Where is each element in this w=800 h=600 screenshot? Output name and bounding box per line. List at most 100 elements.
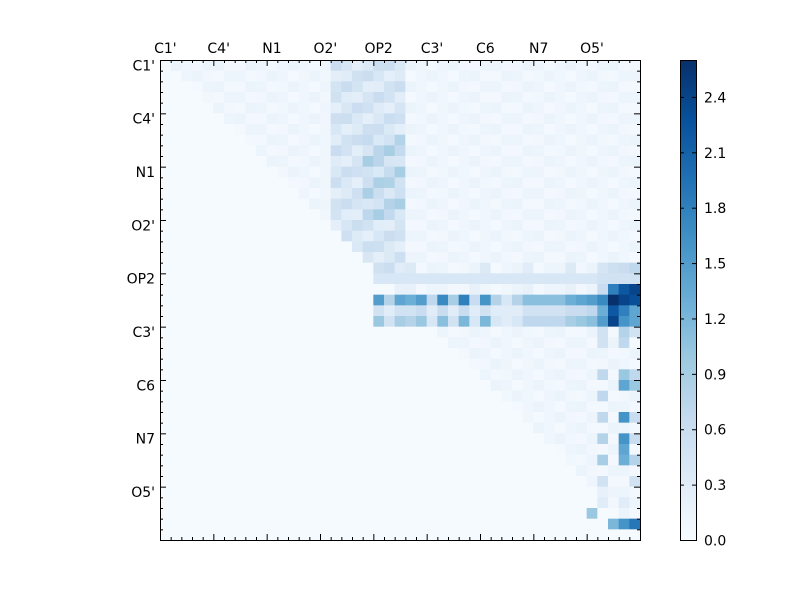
heatmap-cell — [362, 316, 374, 328]
heatmap-cell — [202, 145, 214, 157]
heatmap-cell — [448, 134, 460, 146]
heatmap-cell — [522, 369, 534, 381]
heatmap-cell — [245, 145, 257, 157]
heatmap-cell — [608, 70, 620, 82]
heatmap-cell — [384, 198, 396, 210]
heatmap-cell — [629, 348, 641, 360]
heatmap-cell — [597, 166, 609, 178]
heatmap-cell — [192, 369, 204, 381]
heatmap-cell — [245, 433, 257, 445]
heatmap-cell — [256, 518, 268, 530]
heatmap-cell — [501, 380, 513, 392]
heatmap-cell — [245, 166, 257, 178]
heatmap-cell — [448, 465, 460, 477]
heatmap-cell — [544, 337, 556, 349]
heatmap-cell — [512, 230, 524, 242]
heatmap-cell — [597, 518, 609, 530]
heatmap-cell — [266, 230, 278, 242]
heatmap-cell — [256, 465, 268, 477]
heatmap-cell — [245, 454, 257, 466]
heatmap-cell — [554, 124, 566, 136]
heatmap-cell — [597, 326, 609, 338]
heatmap-cell — [266, 124, 278, 136]
heatmap-cell — [224, 177, 236, 189]
heatmap-cell — [277, 70, 289, 82]
heatmap-cell — [586, 294, 598, 306]
heatmap-cell — [426, 326, 438, 338]
heatmap-cell — [160, 529, 172, 541]
heatmap-cell — [597, 454, 609, 466]
heatmap-cell — [320, 81, 332, 93]
heatmap-cell — [245, 198, 257, 210]
heatmap-cell — [618, 70, 630, 82]
heatmap-cell — [533, 316, 545, 328]
heatmap-cell — [288, 380, 300, 392]
heatmap-cell — [341, 305, 353, 317]
heatmap-cell — [416, 273, 428, 285]
heatmap-cell — [234, 380, 246, 392]
heatmap-cell — [213, 198, 225, 210]
heatmap-cell — [544, 177, 556, 189]
heatmap-cell — [202, 284, 214, 296]
heatmap-cell — [533, 145, 545, 157]
heatmap-cell — [576, 497, 588, 509]
heatmap-cell — [298, 273, 310, 285]
heatmap-cell — [256, 209, 268, 221]
heatmap-cell — [618, 486, 630, 498]
heatmap-cell — [341, 113, 353, 125]
heatmap-cell — [405, 465, 417, 477]
heatmap-cell — [181, 380, 193, 392]
heatmap-cell — [416, 326, 428, 338]
heatmap-cell — [501, 390, 513, 402]
heatmap-cell — [554, 348, 566, 360]
heatmap-cell — [298, 209, 310, 221]
heatmap-cell — [192, 241, 204, 253]
heatmap-cell — [394, 198, 406, 210]
heatmap-cell — [320, 262, 332, 274]
heatmap-cell — [341, 326, 353, 338]
heatmap-cell — [405, 262, 417, 274]
heatmap-cell — [234, 166, 246, 178]
heatmap-cell — [384, 92, 396, 104]
heatmap-cell — [362, 465, 374, 477]
heatmap-cell — [234, 518, 246, 530]
heatmap-cell — [288, 166, 300, 178]
heatmap-cell — [426, 166, 438, 178]
heatmap-cell — [362, 273, 374, 285]
heatmap-cell — [170, 390, 182, 402]
heatmap-cell — [469, 60, 481, 72]
heatmap-cell — [458, 518, 470, 530]
plot-frame — [160, 60, 641, 541]
heatmap-cell — [501, 337, 513, 349]
heatmap-cell — [469, 529, 481, 541]
heatmap-cell — [277, 433, 289, 445]
heatmap-cell — [234, 358, 246, 370]
heatmap-cell — [501, 305, 513, 317]
heatmap-cell — [544, 262, 556, 274]
heatmap-cell — [245, 102, 257, 114]
heatmap-cell — [277, 305, 289, 317]
heatmap-cell — [352, 497, 364, 509]
heatmap-cell — [533, 102, 545, 114]
heatmap-cell — [213, 188, 225, 200]
heatmap-cell — [309, 166, 321, 178]
heatmap-cell — [330, 145, 342, 157]
heatmap-cell — [480, 422, 492, 434]
heatmap-cell — [405, 102, 417, 114]
heatmap-cell — [576, 262, 588, 274]
heatmap-cell — [213, 454, 225, 466]
heatmap-cell — [160, 497, 172, 509]
heatmap-cell — [277, 198, 289, 210]
heatmap-cell — [352, 486, 364, 498]
heatmap-cell — [341, 209, 353, 221]
heatmap-cell — [320, 433, 332, 445]
heatmap-cell — [320, 326, 332, 338]
heatmap-cell — [608, 401, 620, 413]
heatmap-cell — [394, 124, 406, 136]
heatmap-cell — [405, 369, 417, 381]
heatmap-cell — [362, 486, 374, 498]
heatmap-cell — [170, 476, 182, 488]
heatmap-cell — [213, 102, 225, 114]
heatmap-cell — [469, 326, 481, 338]
heatmap-cell — [170, 316, 182, 328]
